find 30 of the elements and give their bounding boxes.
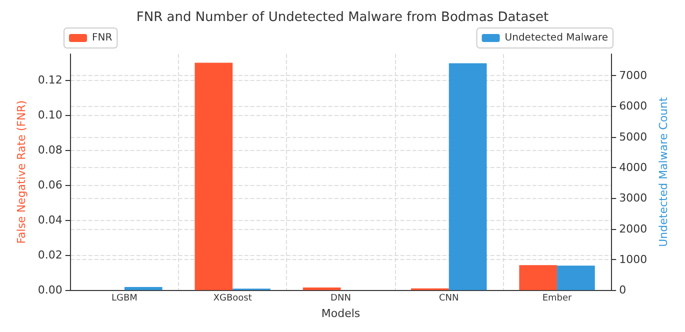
x-tick-label: DNN xyxy=(330,294,351,304)
chart-title: FNR and Number of Undetected Malware from Bodmas Dataset xyxy=(136,10,549,25)
x-tick-label: Ember xyxy=(542,294,572,304)
y2-tick-label: 0 xyxy=(619,284,626,297)
y2-axis-title: Undetected Malware Count xyxy=(657,96,670,247)
y-axis-title: False Negative Rate (FNR) xyxy=(15,100,28,244)
x-tick-label: LGBM xyxy=(111,294,138,304)
y2-tick-label: 2000 xyxy=(619,222,648,236)
y2-tick-label: 4000 xyxy=(619,160,648,174)
legend-label: FNR xyxy=(92,32,112,44)
y-tick-label: 0.08 xyxy=(38,144,62,157)
x-axis-title: Models xyxy=(321,307,360,320)
y-tick-label: 0.02 xyxy=(38,248,62,262)
y-tick-label: 0.00 xyxy=(38,284,62,297)
y2-tick-label: 6000 xyxy=(619,100,648,113)
y2-tick-label: 7000 xyxy=(619,68,648,82)
y-tick-label: 0.06 xyxy=(38,178,62,192)
y-tick-label: 0.10 xyxy=(38,108,62,122)
x-tick-label: CNN xyxy=(439,294,459,304)
x-tick-label: XGBoost xyxy=(213,294,252,304)
legend-label: Undetected Malware xyxy=(504,32,608,44)
bar xyxy=(124,287,162,290)
bar xyxy=(302,287,341,290)
y2-tick-label: 5000 xyxy=(619,130,648,144)
y2-tick-label: 3000 xyxy=(619,192,648,205)
bar xyxy=(194,62,233,290)
y-tick-label: 0.12 xyxy=(38,74,62,87)
y2-tick-label: 1000 xyxy=(619,252,648,266)
y-tick-label: 0.04 xyxy=(38,214,62,227)
bar xyxy=(448,63,487,290)
